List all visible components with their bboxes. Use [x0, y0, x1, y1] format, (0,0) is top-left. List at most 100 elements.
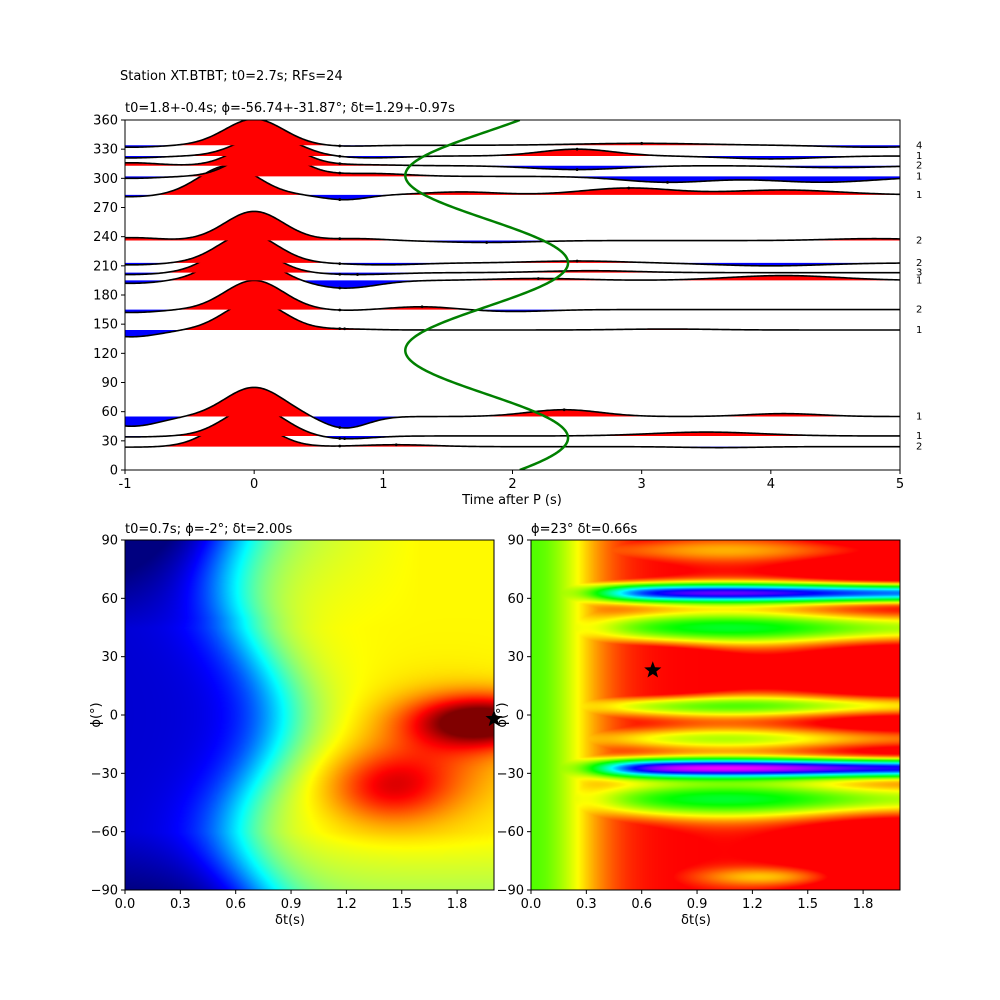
xtick-label: 1.8	[447, 897, 468, 912]
rf-pick-dot	[640, 141, 644, 145]
xtick-label: 0.6	[225, 897, 246, 912]
xtick-label: 1.2	[742, 897, 763, 912]
rf-pick-dot	[338, 171, 342, 175]
rf-positive-fill	[125, 120, 900, 146]
right-panel-title: ϕ=23° δt=0.66s	[531, 522, 638, 537]
figure-suptitle: Station XT.BTBT; t0=2.7s; RFs=24	[120, 69, 343, 84]
rf-pick-dot	[627, 186, 631, 190]
trace-group	[125, 120, 900, 470]
top-xtick-label: 5	[896, 477, 904, 492]
top-axes: -1 0 1 2 3 4 503060901201501802102402703003303…	[93, 114, 904, 493]
ytick-label: −90	[91, 884, 118, 899]
trace-count-label: 2	[916, 442, 922, 453]
rf-pick-dot	[338, 327, 342, 331]
rf-pick-dot	[338, 144, 342, 148]
xtick-label: 1.5	[797, 897, 818, 912]
rf-trace	[125, 386, 900, 429]
top-panel-title: t0=1.8+-0.4s; ϕ=-56.74+-31.87°; δt=1.29+…	[125, 101, 455, 116]
trace-count-label: 1	[916, 190, 922, 201]
rf-pick-dot	[343, 327, 346, 331]
top-ytick-label: 90	[101, 376, 118, 391]
rf-negative-fill	[125, 194, 900, 200]
ytick-label: 0	[110, 709, 118, 724]
rf-positive-fill	[125, 134, 900, 156]
left-panel-title: t0=0.7s; ϕ=-2°; δt=2.00s	[125, 522, 293, 537]
rf-positive-fill	[125, 211, 900, 241]
trace-count-label: 2	[916, 305, 922, 316]
xtick-label: 0.0	[521, 897, 542, 912]
top-xlabel: Time after P (s)	[461, 493, 562, 508]
right-heatmap	[531, 540, 900, 890]
ytick-label: 90	[101, 534, 118, 549]
rf-pick-dot	[394, 443, 398, 447]
top-ytick-label: 210	[93, 259, 118, 274]
xtick-label: 0.9	[687, 897, 708, 912]
rf-pick-dot	[562, 408, 566, 412]
rf-pick-dot	[338, 426, 342, 429]
trace-count-label: 1	[916, 275, 922, 286]
trace-count-label: 3	[916, 268, 922, 279]
top-xtick-label: 1	[379, 477, 387, 492]
xtick-label: 0.9	[281, 897, 302, 912]
rf-pick-dot	[343, 437, 346, 441]
ytick-label: 30	[507, 650, 524, 665]
left-xlabel: δt(s)	[275, 913, 305, 928]
ytick-label: 90	[507, 534, 524, 549]
right-ylabel: ϕ(°)	[495, 702, 510, 727]
rf-pick-dot	[338, 237, 342, 240]
rf-positive-fill	[125, 300, 900, 330]
trace-count-label: 1	[916, 325, 922, 336]
top-ytick-label: 330	[93, 143, 118, 158]
rf-pick-dot	[575, 259, 579, 263]
rf-pick-dot	[536, 277, 540, 280]
rf-negative-fill	[125, 280, 900, 289]
rf-pick-dot	[338, 198, 342, 201]
top-ytick-label: 0	[110, 464, 118, 479]
rf-pick-dot	[575, 147, 579, 151]
grid-search-left-panel: t0=0.7s; ϕ=-2°; δt=2.00s 0.0 0.3 0.6 0.9 1.2…	[89, 522, 495, 928]
ytick-label: −60	[497, 825, 524, 840]
trace-count-label: 1	[916, 412, 922, 423]
top-xtick-label: 2	[508, 477, 516, 492]
rf-pick-dot	[338, 437, 342, 440]
xtick-label: 0.3	[576, 897, 597, 912]
right-axes: 0.0 0.3 0.6 0.9 1.2 1.5 1.8 −90 −60 −30 0 30 60 90	[497, 534, 874, 913]
trace-count-label: 1	[916, 431, 922, 442]
top-ytick-label: 30	[101, 434, 118, 449]
xtick-label: 1.5	[391, 897, 412, 912]
left-axes: 0.0 0.3 0.6 0.9 1.2 1.5 1.8 −90 −60 −30 0 30 60 90	[91, 534, 468, 913]
best-fit-star-left	[485, 709, 503, 727]
rf-positive-fill	[125, 417, 900, 447]
rf-trace	[125, 210, 900, 244]
left-ylabel: ϕ(°)	[89, 702, 104, 727]
top-ytick-label: 60	[101, 405, 118, 420]
rf-pick-dot	[338, 286, 342, 290]
top-ytick-label: 240	[93, 230, 118, 245]
rf-positive-fill	[125, 243, 900, 273]
rf-positive-fill	[125, 251, 900, 281]
rf-pick-dot	[338, 162, 342, 165]
rf-pick-dot	[485, 241, 489, 244]
rf-pick-dot	[575, 168, 579, 171]
trace-count-label: 1	[916, 151, 922, 162]
receiver-function-panel: t0=1.8+-0.4s; ϕ=-56.74+-31.87°; δt=1.29+…	[93, 101, 922, 508]
xtick-label: 1.2	[336, 897, 357, 912]
rf-trace	[125, 120, 900, 149]
rf-pick-dot	[356, 273, 359, 276]
ytick-label: −30	[497, 767, 524, 782]
ytick-label: −60	[91, 825, 118, 840]
rf-pick-dot	[666, 180, 669, 184]
trace-count-label: 2	[916, 161, 922, 172]
left-heatmap	[125, 540, 494, 890]
ytick-label: 0	[516, 709, 524, 724]
top-xtick-label: 4	[767, 477, 775, 492]
rf-trace-line	[125, 120, 900, 149]
rf-pick-dot	[338, 444, 342, 448]
top-xtick-label: 0	[250, 477, 258, 492]
ytick-label: −30	[91, 767, 118, 782]
trace-count-label: 2	[916, 258, 922, 269]
top-ytick-label: 150	[93, 318, 118, 333]
xtick-label: 0.6	[631, 897, 652, 912]
